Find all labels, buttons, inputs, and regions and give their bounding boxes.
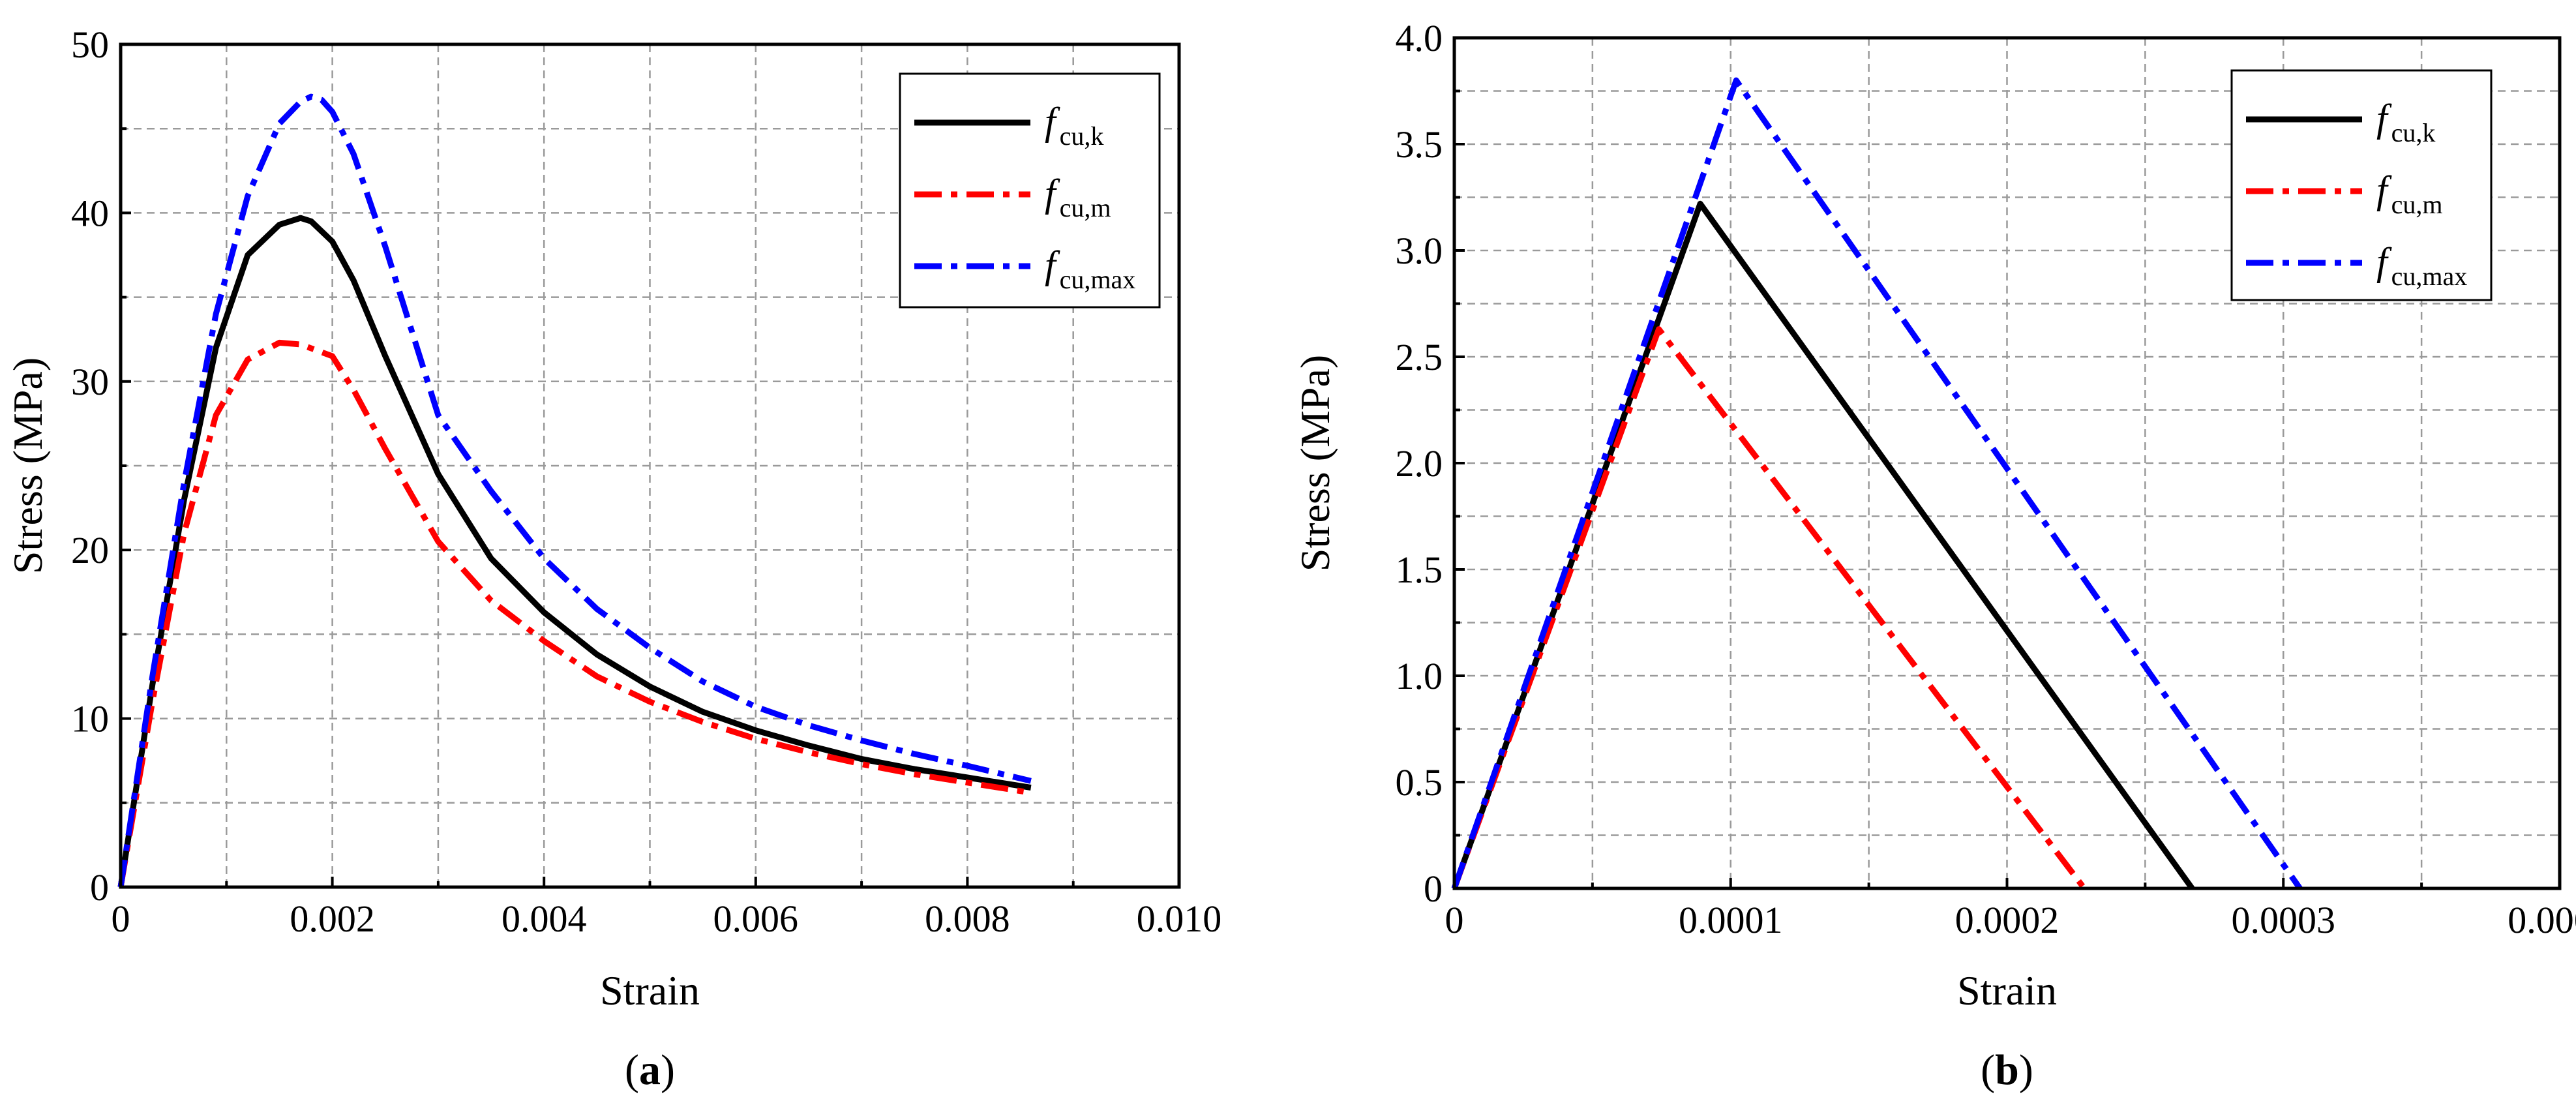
x-tick-label: 0.010: [1137, 898, 1222, 940]
y-tick-label: 0: [90, 866, 109, 909]
series-line-fcu-max: [117, 93, 1032, 888]
x-tick-label: 0.004: [502, 898, 587, 940]
series-line-fcu-k: [117, 215, 1032, 888]
y-tick-label: 4.0: [1396, 17, 1443, 59]
chart-panel-b: 0 0.0001 0.0002 0.0003 0.0004 0 0.5 1.0 1.5 2.0 2.…: [1292, 17, 2576, 1094]
panel-label: (b): [1981, 1046, 2033, 1094]
x-tick-label: 0: [112, 898, 130, 940]
y-tick-label: 30: [71, 361, 109, 403]
y-tick-label: 0: [1424, 868, 1443, 910]
x-tick-label: 0.008: [925, 898, 1010, 940]
y-tick-label: 3.5: [1396, 123, 1443, 166]
series-line-fcu-m: [117, 339, 1032, 888]
gridlines: [1454, 38, 2560, 888]
x-tick-label: 0.002: [290, 898, 375, 940]
series-line-fcu-max: [1451, 77, 2303, 890]
y-axis-title: Stress (MPa): [1292, 355, 1338, 571]
legend: f cu,kf cu,mf cu,max: [2230, 69, 2493, 301]
chart-panel-a: 0 0.002 0.004 0.006 0.008 0.010 0 10 20 30 40 50 Str…: [5, 23, 1221, 1094]
x-tick-label: 0.0002: [1955, 899, 2059, 941]
x-tick-label: 0.0001: [1679, 899, 1783, 941]
x-axis-title: Strain: [600, 967, 700, 1014]
series-line-fcu-k: [1451, 200, 2195, 890]
legend: f cu,kf cu,mf cu,max: [899, 72, 1161, 309]
y-tick-label: 40: [71, 192, 109, 234]
y-tick-label: 1.0: [1396, 655, 1443, 697]
axis-ticks: 0 0.002 0.004 0.006 0.008 0.010 0 10 20 30 40 50: [71, 23, 1221, 940]
legend-label: f cu,m: [2376, 168, 2443, 219]
x-tick-label: 0.0003: [2232, 899, 2336, 941]
panel-label: (a): [625, 1046, 675, 1094]
y-tick-label: 50: [71, 23, 109, 66]
y-tick-label: 0.5: [1396, 761, 1443, 804]
y-tick-label: 2.5: [1396, 336, 1443, 378]
x-tick-label: 0: [1445, 899, 1464, 941]
gridlines: [121, 44, 1179, 887]
y-axis-title: Stress (MPa): [5, 357, 51, 574]
x-tick-label: 0.0004: [2508, 899, 2576, 941]
y-tick-label: 2.0: [1396, 442, 1443, 485]
legend-label: f cu,max: [2376, 240, 2467, 291]
y-tick-label: 1.5: [1396, 549, 1443, 591]
x-axis-title: Strain: [1957, 967, 2057, 1014]
y-tick-label: 3.0: [1396, 230, 1443, 272]
x-tick-label: 0.006: [713, 898, 799, 940]
y-tick-label: 20: [71, 529, 109, 571]
axis-ticks: 0 0.0001 0.0002 0.0003 0.0004 0 0.5 1.0 1.5 2.0 2.…: [1396, 17, 2576, 941]
y-tick-label: 10: [71, 698, 109, 740]
series-line-fcu-m: [1451, 326, 2087, 890]
